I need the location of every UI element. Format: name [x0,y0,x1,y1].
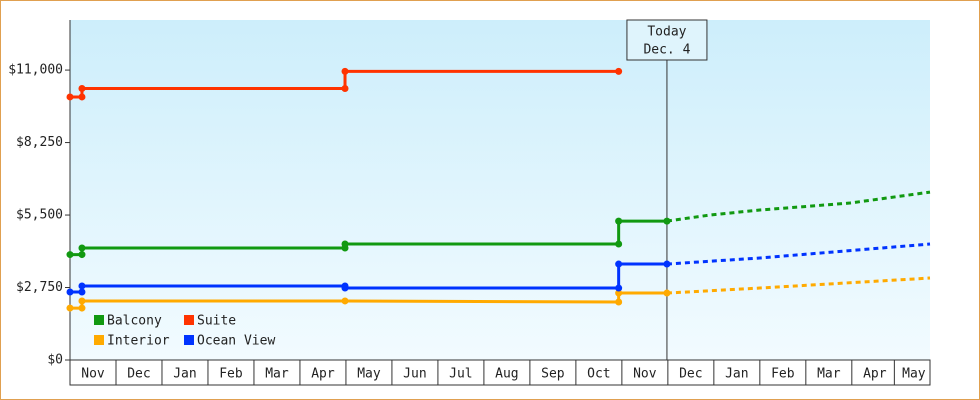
x-tick-label: May [902,367,926,382]
x-tick-label: Mar [817,367,841,382]
legend-label: Balcony [107,314,162,329]
x-tick-label: May [357,367,381,382]
y-tick-label: $0 [47,353,63,368]
point [341,297,349,305]
plot-area [70,20,930,360]
x-tick-label: Mar [265,367,289,382]
legend-swatch [94,335,104,345]
legend-label: Interior [107,334,170,349]
point [615,260,623,268]
x-tick-label: Jul [449,367,472,382]
x-tick-label: Nov [633,367,657,382]
y-tick-label: $8,250 [16,135,63,150]
point [341,240,349,248]
x-tick-label: Feb [219,367,243,382]
x-tick-label: Feb [771,367,795,382]
point [78,288,86,296]
x-tick-label: Dec [127,367,150,382]
point [663,260,671,268]
x-axis-band [69,359,931,386]
point [615,240,623,248]
point [78,85,86,93]
legend-label: Suite [197,314,236,329]
x-tick-label: Nov [81,367,105,382]
point [615,284,623,292]
x-tick-label: Oct [587,367,610,382]
x-tick-label: Sep [541,367,565,382]
x-tick-label: Jan [725,367,748,382]
point [341,284,349,292]
today-label: Dec. 4 [643,43,690,58]
point [66,288,74,296]
point [615,67,623,75]
point [615,289,623,297]
point [78,93,86,101]
legend-swatch [94,315,104,325]
point [663,289,671,297]
x-tick-label: Apr [311,367,335,382]
x-tick-label: Aug [495,367,518,382]
y-tick-label: $11,000 [8,63,63,78]
y-tick-label: $2,750 [16,280,63,295]
point [78,297,86,305]
forecast-line [666,190,931,223]
y-tick-label: $5,500 [16,208,63,223]
point [615,298,623,306]
point [341,85,349,93]
legend-swatch [184,335,194,345]
point [78,244,86,252]
x-tick-label: Jan [173,367,196,382]
point [663,217,671,225]
forecast-line [666,276,931,295]
point [78,251,86,259]
point [78,304,86,312]
point [66,251,74,259]
legend-swatch [184,315,194,325]
point [66,304,74,312]
forecast-line [666,242,931,266]
x-tick-label: Jun [403,367,426,382]
today-label: Today [647,25,686,40]
x-tick-label: Dec [679,367,702,382]
today-box [626,19,708,61]
x-tick-label: Apr [863,367,887,382]
point [66,93,74,101]
legend-label: Ocean View [197,334,275,349]
point [615,217,623,225]
point [78,282,86,290]
point [341,67,349,75]
